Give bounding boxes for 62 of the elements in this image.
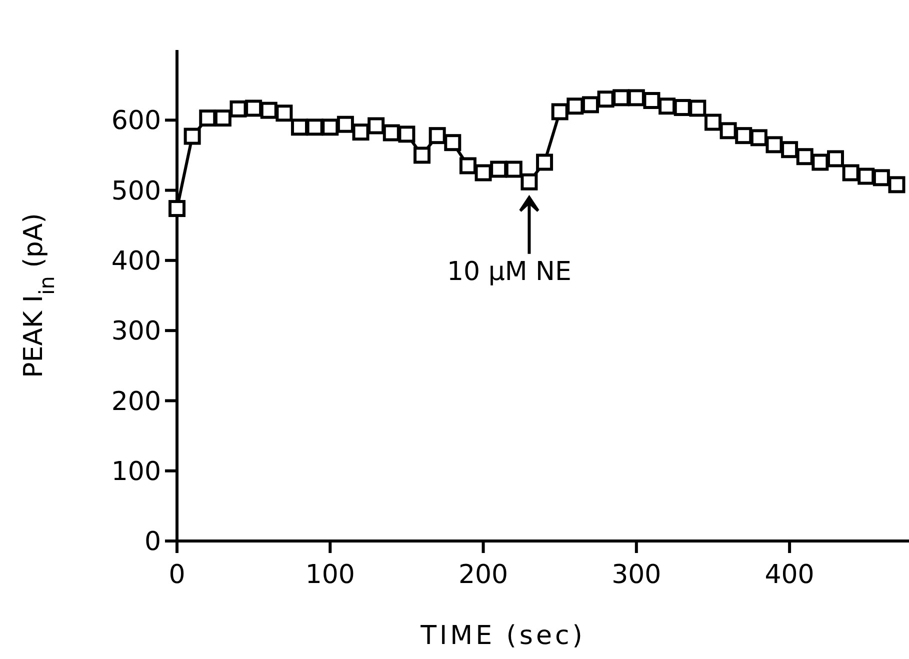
point (796, 148, 814, 166)
point (826, 150, 844, 168)
point (674, 99, 691, 116)
point (750, 129, 768, 146)
point (551, 103, 568, 120)
point (168, 200, 186, 218)
y-tick-label: 500 (111, 176, 161, 206)
point (276, 104, 293, 122)
point (566, 98, 584, 115)
point (536, 154, 554, 171)
point (858, 168, 875, 185)
point (322, 118, 339, 136)
point (658, 98, 676, 115)
point (444, 134, 462, 152)
y-tick-label: 300 (111, 316, 161, 347)
point (230, 100, 247, 118)
point (612, 89, 630, 106)
point (812, 154, 829, 171)
point (689, 100, 706, 117)
point (735, 127, 752, 144)
point (398, 126, 416, 143)
point (505, 160, 522, 178)
y-tick-label: 600 (111, 106, 161, 136)
point (842, 164, 860, 182)
y-tick-label: 400 (111, 246, 161, 277)
point (199, 110, 216, 127)
point (368, 117, 385, 134)
y-tick-label: 0 (144, 527, 161, 558)
point (781, 141, 798, 158)
x-tick-label: 400 (764, 560, 814, 590)
y-tick-label: 100 (111, 456, 161, 487)
point (888, 176, 906, 194)
y-tick-label: 200 (111, 386, 161, 417)
point (704, 114, 722, 131)
point (872, 169, 890, 186)
x-tick-label: 200 (458, 560, 508, 590)
point (382, 124, 400, 142)
point (214, 110, 232, 127)
point (245, 100, 262, 117)
point (336, 116, 354, 133)
point (291, 118, 308, 136)
point (352, 124, 370, 141)
point (474, 164, 492, 182)
point (414, 146, 431, 164)
point (459, 157, 476, 174)
x-axis-title: TIME (sec) (420, 621, 586, 651)
point (184, 128, 201, 145)
point (720, 122, 737, 140)
x-tick-label: 0 (168, 560, 186, 590)
point (628, 89, 645, 106)
point (597, 90, 614, 108)
point (306, 118, 324, 136)
point (766, 136, 783, 154)
point (490, 160, 508, 178)
x-tick-label: 300 (612, 560, 662, 590)
annotation: 10 μM NE (446, 256, 572, 287)
x-tick-label: 100 (305, 560, 355, 590)
point (582, 96, 599, 114)
point (428, 127, 446, 144)
point (520, 173, 538, 190)
point (260, 102, 278, 119)
point (643, 92, 660, 110)
